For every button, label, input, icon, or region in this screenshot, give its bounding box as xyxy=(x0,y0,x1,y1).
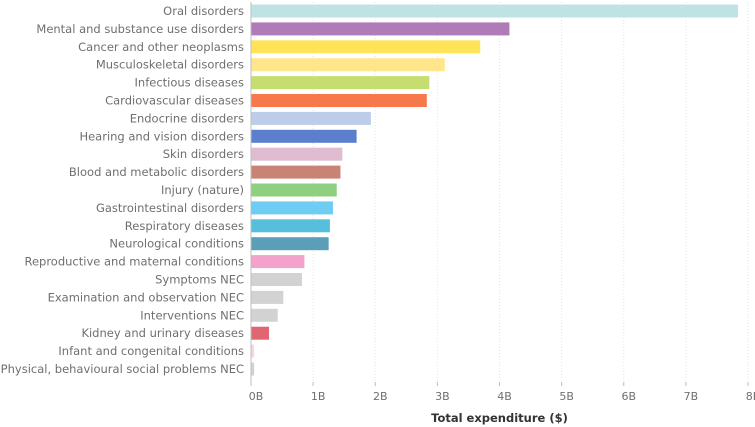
bar[interactable] xyxy=(251,219,330,233)
x-axis-ticks: 0B 1B 2B 3B 4B 5B 6B 7B 8B xyxy=(249,390,755,403)
x-tick-label: 8B xyxy=(746,390,755,403)
x-tick-label: 7B xyxy=(684,390,699,403)
bar[interactable] xyxy=(251,344,255,358)
category-labels: Oral disorders Mental and substance use d… xyxy=(1,4,244,376)
category-label: Neurological conditions xyxy=(109,237,244,251)
category-label: Examination and observation NEC xyxy=(48,290,244,304)
category-label: Blood and metabolic disorders xyxy=(69,165,244,179)
bar[interactable] xyxy=(251,165,341,179)
category-label: Cardiovascular diseases xyxy=(105,94,244,108)
category-label: Kidney and urinary diseases xyxy=(81,326,244,340)
category-label: Mental and substance use disorders xyxy=(36,22,244,36)
bar[interactable] xyxy=(251,147,343,161)
category-label: Endocrine disorders xyxy=(130,111,244,125)
category-label: Injury (nature) xyxy=(161,183,244,197)
bar[interactable] xyxy=(251,40,481,54)
x-tick-label: 2B xyxy=(373,390,388,403)
x-tick-label: 4B xyxy=(497,390,512,403)
category-label: Interventions NEC xyxy=(140,308,244,322)
bar[interactable] xyxy=(251,22,510,36)
category-label: Infant and congenital conditions xyxy=(58,344,244,358)
bar[interactable] xyxy=(251,111,371,125)
bar[interactable] xyxy=(251,76,430,90)
bar[interactable] xyxy=(251,237,329,251)
category-label: Musculoskeletal disorders xyxy=(96,58,244,72)
bar[interactable] xyxy=(251,4,739,18)
category-label: Symptoms NEC xyxy=(155,273,244,287)
category-label: Reproductive and maternal conditions xyxy=(24,255,244,269)
bar[interactable] xyxy=(251,273,302,286)
bar[interactable] xyxy=(251,255,305,269)
category-label: Hearing and vision disorders xyxy=(79,129,244,143)
bar[interactable] xyxy=(251,94,427,107)
category-label: Skin disorders xyxy=(163,147,244,161)
x-tick-label: 6B xyxy=(621,390,636,403)
bars xyxy=(251,4,739,376)
x-tick-label: 0B xyxy=(249,390,264,403)
bar[interactable] xyxy=(251,308,278,322)
bar[interactable] xyxy=(251,362,255,376)
category-label: Gastrointestinal disorders xyxy=(96,201,244,215)
category-label: Infectious diseases xyxy=(135,76,244,90)
x-axis-title: Total expenditure ($) xyxy=(431,411,568,425)
x-tick-label: 5B xyxy=(559,390,574,403)
x-tick-label: 1B xyxy=(311,390,326,403)
bar[interactable] xyxy=(251,129,357,143)
bar[interactable] xyxy=(251,201,334,215)
bar[interactable] xyxy=(251,326,270,340)
x-tick-label: 3B xyxy=(435,390,450,403)
category-label: Oral disorders xyxy=(163,4,244,18)
bar[interactable] xyxy=(251,290,284,304)
bar[interactable] xyxy=(251,183,337,197)
category-label: Cancer and other neoplasms xyxy=(78,40,244,54)
category-label: Physical, behavioural social problems NE… xyxy=(1,362,244,376)
bar[interactable] xyxy=(251,58,445,72)
category-label: Respiratory diseases xyxy=(125,219,244,233)
